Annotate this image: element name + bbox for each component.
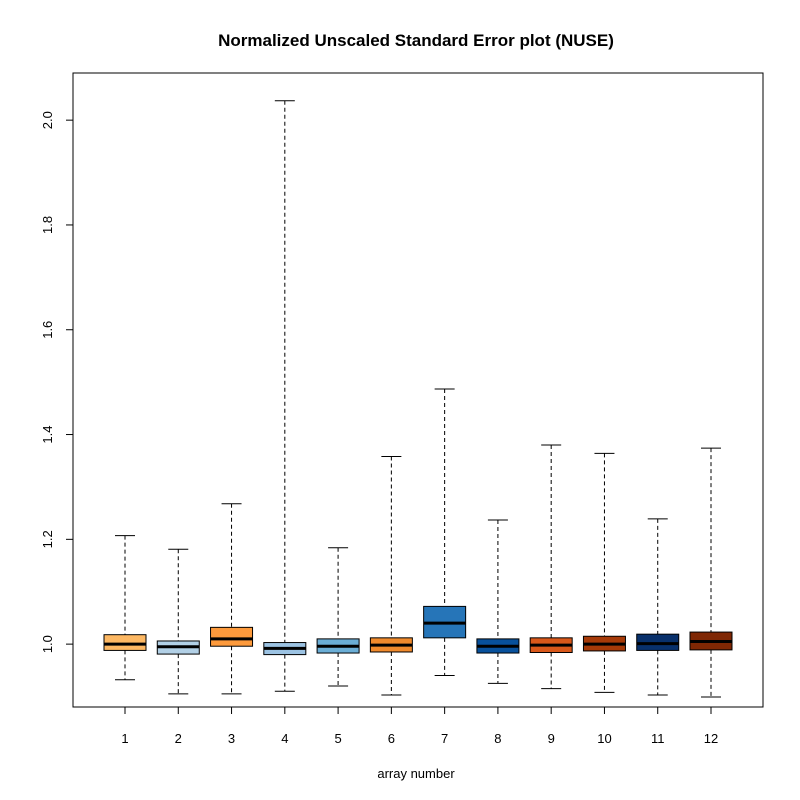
iqr-box xyxy=(210,626,254,647)
plot-frame xyxy=(72,72,764,708)
x-tick-label: 3 xyxy=(228,731,235,746)
x-tick-label: 11 xyxy=(651,731,665,746)
x-tick-label: 2 xyxy=(175,731,182,746)
y-tick-label: 1.8 xyxy=(40,216,55,234)
y-tick-label: 1.4 xyxy=(40,425,55,443)
box-2 xyxy=(156,548,200,695)
y-axis: 1.0 1.2 1.4 1.6 1.8 2.0 xyxy=(40,111,73,653)
x-tick-label: 1 xyxy=(121,731,128,746)
box-6 xyxy=(369,456,413,696)
plot-marks xyxy=(103,100,733,698)
y-tick-label: 1.6 xyxy=(40,321,55,339)
box-7 xyxy=(423,388,467,677)
box-12 xyxy=(689,447,733,698)
chart-title: Normalized Unscaled Standard Error plot … xyxy=(218,31,614,50)
y-tick-label: 2.0 xyxy=(40,111,55,129)
box-3 xyxy=(210,503,254,695)
y-tick-label: 1.2 xyxy=(40,530,55,548)
box-1 xyxy=(103,535,147,681)
x-axis: 1 2 3 4 5 6 7 8 9 10 11 12 xyxy=(121,707,718,746)
box-8 xyxy=(476,519,520,684)
x-tick-label: 9 xyxy=(548,731,555,746)
x-tick-label: 12 xyxy=(704,731,718,746)
x-axis-label: array number xyxy=(377,766,455,781)
x-tick-label: 10 xyxy=(597,731,611,746)
x-tick-label: 8 xyxy=(494,731,501,746)
y-tick-label: 1.0 xyxy=(40,635,55,653)
x-tick-label: 7 xyxy=(441,731,448,746)
x-tick-label: 4 xyxy=(281,731,288,746)
iqr-box xyxy=(103,634,147,651)
box-5 xyxy=(316,547,360,687)
box-4 xyxy=(263,100,307,692)
box-9 xyxy=(529,444,573,690)
x-tick-label: 6 xyxy=(388,731,395,746)
box-11 xyxy=(636,518,680,696)
box-10 xyxy=(582,452,626,693)
x-tick-label: 5 xyxy=(334,731,341,746)
